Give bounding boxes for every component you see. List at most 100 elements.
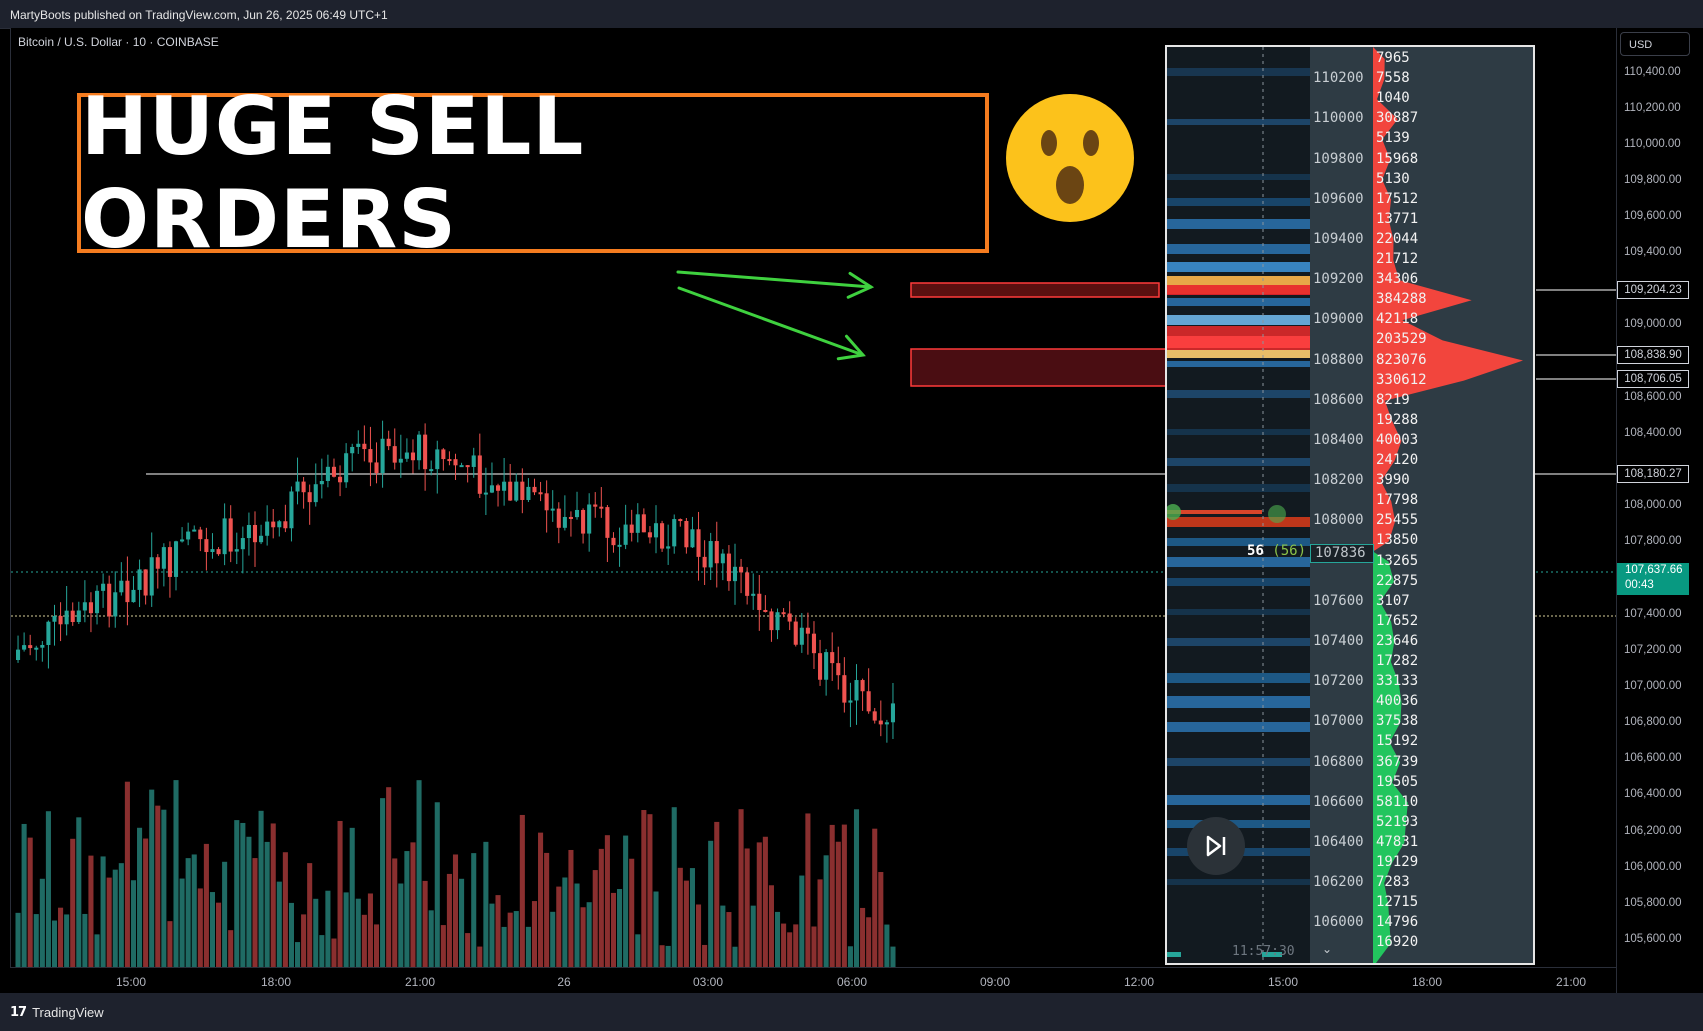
orderbook-qty: 22875 [1376,572,1419,589]
volume-bar [124,781,130,967]
volume-bar [659,945,665,967]
candle-body [295,481,300,492]
volume-bar [459,878,465,967]
heatmap-band [1167,174,1310,180]
heatmap-band [1167,285,1310,295]
volume-bar [88,855,94,967]
chart-canvas [11,270,1617,967]
orderbook-row: 17798 [1310,491,1533,511]
orderbook-row: 1040 [1310,89,1533,109]
heatmap-band [1167,673,1310,683]
volume-bar [720,905,726,967]
candle-body [629,524,634,533]
candle-body [708,541,713,568]
orderbook-qty: 25455 [1376,512,1419,529]
price-tick-label: 110,400.00 [1624,66,1681,78]
orderbook-qty: 384288 [1376,291,1427,308]
volume-bar [853,809,860,967]
candle-body [732,566,738,582]
volume-bar [756,842,762,967]
volume-bar [167,921,173,967]
volume-bar [544,852,550,967]
time-tick-label: 09:00 [979,975,1011,989]
skip-next-icon [1206,835,1226,857]
volume-bar [471,853,477,967]
orderbook-row: 107000 37538 [1310,712,1533,732]
orderbook-row: 7965 [1310,49,1533,69]
volume-bar [866,917,872,967]
candle-body [483,492,488,495]
orderbook-row: 52193 [1310,813,1533,833]
candle-body [155,557,160,569]
orderbook-qty: 24120 [1376,452,1419,468]
orderbook-price: 110200 [1313,70,1364,87]
volume-bar [726,912,732,967]
orderbook-qty: 3990 [1376,472,1410,489]
volume-bar [592,870,598,967]
orderbook-row: 109600 17512 [1310,190,1533,210]
volume-bar [714,821,720,967]
heatmap-band [1167,557,1310,567]
headline-text: HUGE SELL ORDERS [81,80,585,266]
volume-bar [319,935,325,967]
price-level-tag: 108,180.27 [1617,465,1689,483]
candle-body [751,593,756,596]
candle-body [386,438,391,447]
candle-body [872,711,877,721]
heatmap-band [1167,538,1310,546]
orderbook-price: 106600 [1313,793,1364,810]
skip-next-button[interactable] [1187,817,1245,875]
symbol-title[interactable]: Bitcoin / U.S. Dollar · 10 · COINBASE [18,35,219,49]
time-axis[interactable]: 15:00 18:00 21:00 26 03:00 06:00 09:00 12:00 15:… [10,967,1616,994]
price-tick-label: 106,800.00 [1624,716,1682,728]
candle-body [514,481,519,501]
volume-bar [708,840,714,967]
chevron-down-icon[interactable]: ⌄ [1322,942,1333,956]
heatmap-band [1167,315,1310,325]
tradingview-brand[interactable]: 17 TradingView [10,1005,104,1020]
orderbook-row: 106800 36739 [1310,753,1533,773]
trade-dot [1167,504,1181,520]
candle-body [107,583,112,617]
currency-selector[interactable]: USD [1620,32,1690,56]
candle-body [265,521,270,536]
orderbook-ladder [1310,47,1533,963]
candle-body [684,520,689,548]
volume-bar [829,824,835,967]
volume-bar [137,827,143,967]
orderbook-qty: 42118 [1376,311,1419,328]
volume-bar [45,811,51,967]
current-price: 107,637.66 [1625,564,1683,576]
heatmap-band [1167,578,1310,586]
orderbook-qty: 7558 [1376,70,1410,87]
candle-body [398,458,403,463]
candle-body [113,592,118,617]
candle-body [842,675,847,703]
volume-bar [623,835,629,967]
candle-body [410,452,416,461]
volume-bar [386,787,392,967]
candle-body [471,455,476,467]
volume-bar [343,892,349,967]
candle-body [726,553,731,582]
orderbook-qty: 12715 [1376,894,1419,911]
candle-body [271,521,276,528]
volume-bar [355,898,361,967]
candle-body [58,615,63,625]
heatmap-band [1167,350,1310,358]
orderbook-qty: 40003 [1376,431,1419,448]
candle-body [860,680,865,692]
orderbook-heatmap-panel[interactable]: 7965 110200 7558 1040 110000 30887 5139 109800 1… [1165,45,1535,965]
candle-body [435,449,440,470]
candle-body [824,652,829,680]
orderbook-price: 106000 [1313,914,1364,931]
arrow-head [836,334,866,361]
volume-bar [416,780,422,967]
price-axis[interactable] [1616,28,1703,993]
price-tick-label: 110,000.00 [1624,138,1681,150]
trade-line [1167,510,1262,514]
heatmap-band [1167,758,1310,766]
volume-bar [64,914,70,967]
bar-countdown: 00:43 [1625,579,1654,591]
volume-bar [440,925,446,967]
